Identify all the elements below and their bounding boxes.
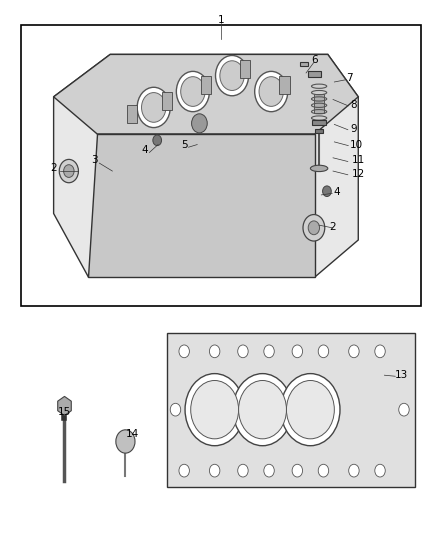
Circle shape bbox=[322, 186, 331, 197]
Text: 11: 11 bbox=[352, 156, 365, 165]
Circle shape bbox=[303, 215, 325, 241]
Circle shape bbox=[141, 93, 166, 122]
Bar bbox=[240, 60, 251, 78]
Bar bbox=[167, 333, 415, 487]
Circle shape bbox=[308, 221, 320, 235]
Circle shape bbox=[238, 464, 248, 477]
Text: 2: 2 bbox=[50, 164, 57, 173]
Circle shape bbox=[238, 345, 248, 358]
Bar bbox=[312, 119, 326, 125]
Circle shape bbox=[318, 464, 328, 477]
Circle shape bbox=[170, 403, 181, 416]
Circle shape bbox=[220, 61, 244, 91]
Circle shape bbox=[153, 135, 162, 146]
Circle shape bbox=[349, 464, 359, 477]
Text: 7: 7 bbox=[346, 73, 353, 83]
Bar bbox=[314, 94, 324, 113]
Text: 8: 8 bbox=[350, 100, 357, 110]
Text: 13: 13 bbox=[395, 370, 408, 380]
Circle shape bbox=[264, 464, 274, 477]
Bar bbox=[127, 105, 137, 123]
Circle shape bbox=[181, 77, 205, 107]
Text: 12: 12 bbox=[352, 169, 365, 179]
Circle shape bbox=[177, 71, 209, 112]
Text: 14: 14 bbox=[125, 429, 138, 439]
Bar bbox=[162, 92, 172, 110]
Ellipse shape bbox=[311, 165, 328, 172]
Circle shape bbox=[191, 381, 239, 439]
Circle shape bbox=[292, 345, 303, 358]
Circle shape bbox=[264, 345, 274, 358]
Polygon shape bbox=[88, 134, 315, 277]
Circle shape bbox=[292, 464, 303, 477]
Circle shape bbox=[259, 77, 283, 107]
Text: 4: 4 bbox=[333, 187, 340, 197]
Circle shape bbox=[64, 165, 74, 177]
Circle shape bbox=[185, 374, 244, 446]
Text: 9: 9 bbox=[350, 124, 357, 134]
Circle shape bbox=[233, 374, 292, 446]
Circle shape bbox=[209, 464, 220, 477]
Bar bbox=[315, 128, 323, 133]
Circle shape bbox=[375, 345, 385, 358]
Circle shape bbox=[116, 430, 135, 453]
Text: 1: 1 bbox=[218, 15, 225, 25]
Circle shape bbox=[179, 464, 189, 477]
Circle shape bbox=[239, 381, 286, 439]
Text: 3: 3 bbox=[92, 156, 98, 165]
Circle shape bbox=[191, 114, 207, 133]
Text: 2: 2 bbox=[329, 222, 336, 232]
Circle shape bbox=[399, 403, 409, 416]
Text: 10: 10 bbox=[350, 140, 363, 150]
Polygon shape bbox=[53, 54, 358, 277]
Circle shape bbox=[286, 381, 334, 439]
Text: 15: 15 bbox=[58, 407, 71, 417]
Bar bbox=[201, 76, 211, 94]
Circle shape bbox=[179, 345, 189, 358]
Circle shape bbox=[318, 345, 328, 358]
Bar bbox=[279, 76, 290, 94]
FancyBboxPatch shape bbox=[21, 25, 421, 306]
Text: 5: 5 bbox=[181, 140, 187, 150]
Bar bbox=[300, 62, 308, 66]
Text: 4: 4 bbox=[142, 145, 148, 155]
Bar bbox=[308, 71, 321, 77]
Circle shape bbox=[375, 464, 385, 477]
Circle shape bbox=[281, 374, 340, 446]
Polygon shape bbox=[53, 54, 358, 134]
Circle shape bbox=[59, 159, 78, 183]
Circle shape bbox=[349, 345, 359, 358]
Text: 6: 6 bbox=[311, 55, 318, 64]
Circle shape bbox=[254, 71, 288, 112]
Circle shape bbox=[137, 87, 170, 127]
Circle shape bbox=[215, 55, 249, 96]
Circle shape bbox=[209, 345, 220, 358]
